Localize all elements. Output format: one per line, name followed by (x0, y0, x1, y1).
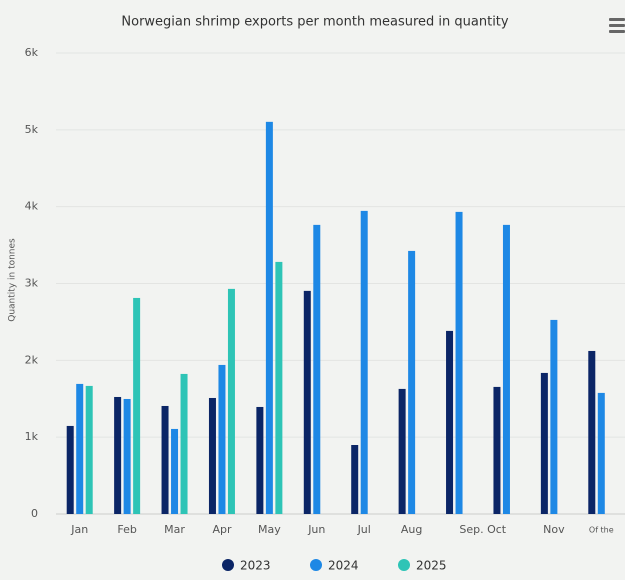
bar (265, 121, 273, 515)
x-tick-label: Apr (212, 523, 232, 536)
bar (66, 425, 74, 514)
bar (303, 290, 311, 514)
x-tick-label: Sep. Oct (459, 523, 506, 536)
x-tick-label: Nov (543, 523, 565, 536)
x-tick-label: Jun (307, 523, 325, 536)
bar (171, 428, 179, 514)
y-tick-label: 5k (25, 123, 39, 136)
bar (455, 211, 463, 514)
x-tick-label: Mar (164, 523, 185, 536)
legend-label: 2024 (328, 559, 359, 573)
bar (180, 373, 188, 514)
y-axis-label: Quantity in tonnes (8, 238, 18, 322)
x-tick-label: Of the (589, 526, 614, 535)
x-tick-label: Feb (117, 523, 136, 536)
legend-label: 2025 (416, 559, 447, 573)
bar (351, 445, 359, 514)
x-tick-label: Aug (401, 523, 422, 536)
bar (313, 224, 321, 514)
bar (408, 250, 416, 514)
x-tick-label: Jul (357, 523, 371, 536)
menu-bar[interactable] (609, 30, 625, 33)
bar (597, 392, 605, 514)
y-tick-label: 3k (25, 277, 39, 290)
bar (161, 405, 169, 514)
bar (208, 397, 216, 514)
y-tick-label: 4k (25, 200, 39, 213)
menu-bar[interactable] (609, 18, 625, 21)
legend-swatch (398, 559, 410, 571)
legend-swatch (222, 559, 234, 571)
legend-swatch (310, 559, 322, 571)
y-tick-label: 0 (31, 507, 38, 520)
bar (588, 350, 596, 514)
x-tick-label: Jan (70, 523, 88, 536)
bar (493, 386, 501, 514)
y-tick-label: 2k (25, 353, 39, 366)
bar (360, 210, 368, 514)
x-tick-label: May (258, 523, 281, 536)
menu-icon[interactable] (609, 18, 625, 33)
bar (76, 383, 84, 514)
y-tick-label: 1k (25, 430, 39, 443)
menu-bar[interactable] (609, 24, 625, 27)
bar (502, 224, 510, 514)
legend-label: 2023 (240, 559, 271, 573)
bar (550, 319, 558, 514)
bar (123, 398, 131, 514)
bar (398, 388, 406, 514)
bar (133, 297, 141, 514)
bar (540, 372, 548, 514)
bar (256, 406, 264, 514)
y-tick-label: 6k (25, 46, 39, 59)
bar (85, 385, 93, 514)
bar (114, 396, 122, 514)
bar (218, 364, 226, 514)
bar (446, 330, 454, 514)
bar (227, 288, 235, 514)
chart-title: Norwegian shrimp exports per month measu… (121, 15, 509, 30)
bar (275, 261, 283, 514)
